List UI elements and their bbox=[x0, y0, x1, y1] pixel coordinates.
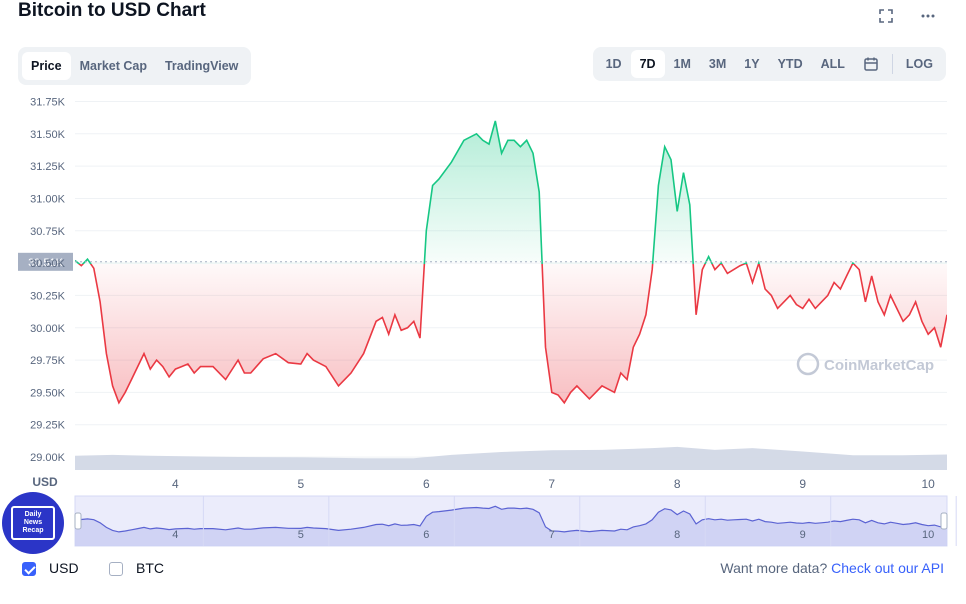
calendar-button[interactable] bbox=[854, 50, 888, 78]
range-ytd[interactable]: YTD bbox=[777, 57, 803, 71]
logo-text-1: Daily bbox=[24, 511, 42, 518]
chart-footer: USD BTC Want more data? Check out our AP… bbox=[0, 556, 966, 584]
log-toggle[interactable]: LOG bbox=[905, 57, 933, 71]
y-tick-label: 30.25K bbox=[30, 290, 66, 302]
logo-text-2: News bbox=[23, 519, 43, 526]
chart-type-tabs: Price Market Cap TradingView bbox=[18, 47, 252, 85]
range-1m[interactable]: 1M bbox=[673, 57, 691, 71]
reference-label: 30.51K bbox=[28, 257, 64, 269]
watermark-logo-icon bbox=[796, 352, 820, 376]
volume-area bbox=[75, 446, 947, 470]
x-tick-label: 8 bbox=[674, 477, 681, 491]
y-tick-label: 29.50K bbox=[30, 387, 66, 399]
price-area-down bbox=[79, 264, 947, 403]
chart-controls bbox=[876, 6, 938, 26]
price-area-up bbox=[75, 120, 947, 264]
price-line-down bbox=[77, 264, 947, 405]
price-area bbox=[75, 120, 947, 403]
logo-text-3: Recap bbox=[22, 527, 44, 534]
usd-checkbox[interactable] bbox=[22, 562, 36, 576]
navigator-area bbox=[75, 506, 947, 546]
y-tick-label: 30.75K bbox=[30, 226, 66, 238]
btc-checkbox[interactable] bbox=[109, 562, 123, 576]
y-tick-label: 29.75K bbox=[30, 355, 66, 367]
navigator-tick-label: 4 bbox=[172, 529, 178, 541]
currency-label: USD bbox=[32, 475, 58, 489]
reference-line: 30.51K bbox=[18, 252, 947, 271]
navigator-handle bbox=[74, 512, 82, 530]
x-tick-label: 5 bbox=[297, 477, 304, 491]
x-axis: 4 5 6 7 8 9 10 bbox=[172, 477, 935, 491]
watermark: CoinMarketCap bbox=[796, 352, 934, 376]
y-tick-label: 31.75K bbox=[30, 96, 66, 108]
x-tick-label: 6 bbox=[423, 477, 430, 491]
y-tick-label: 29.00K bbox=[30, 452, 66, 464]
x-tick-label: 4 bbox=[172, 477, 179, 491]
range-1y[interactable]: 1Y bbox=[744, 57, 760, 71]
watermark-text: CoinMarketCap bbox=[824, 357, 934, 374]
range-all[interactable]: ALL bbox=[820, 57, 845, 71]
daily-news-recap-logo[interactable]: Daily News Recap bbox=[2, 492, 64, 554]
x-tick-label: 10 bbox=[922, 477, 936, 491]
price-line bbox=[75, 120, 947, 405]
btc-checkbox-label: BTC bbox=[136, 560, 164, 576]
tab-market-cap[interactable]: Market Cap bbox=[79, 59, 147, 73]
tab-price[interactable]: Price bbox=[22, 52, 71, 80]
reference-label-bg bbox=[18, 252, 73, 271]
y-tick-label: 31.50K bbox=[30, 129, 66, 141]
y-tick-label: 31.25K bbox=[30, 161, 66, 173]
x-tick-label: 7 bbox=[548, 477, 555, 491]
usd-checkbox-label: USD bbox=[49, 560, 79, 576]
y-tick-label: 29.25K bbox=[30, 420, 66, 432]
navigator-line bbox=[74, 505, 948, 533]
page-title: Bitcoin to USD Chart bbox=[18, 0, 206, 21]
range-divider bbox=[891, 54, 893, 74]
navigator-tick-label: 6 bbox=[423, 529, 429, 541]
api-promo-text: Want more data? bbox=[720, 560, 828, 576]
more-options-icon[interactable] bbox=[918, 6, 938, 26]
api-link[interactable]: Check out our API bbox=[831, 560, 944, 576]
navigator-tick-label: 9 bbox=[800, 529, 806, 541]
volume-shape bbox=[75, 446, 947, 470]
api-promo: Want more data? Check out our API bbox=[720, 560, 944, 576]
navigator-tick-label: 7 bbox=[549, 529, 555, 541]
fullscreen-icon[interactable] bbox=[876, 6, 896, 26]
y-tick-label: 31.00K bbox=[30, 193, 66, 205]
x-tick-label: 9 bbox=[799, 477, 806, 491]
navigator-tick-label: 10 bbox=[922, 529, 934, 541]
navigator-handle bbox=[940, 512, 948, 530]
navigator-tick-label: 5 bbox=[298, 529, 304, 541]
range-1d[interactable]: 1D bbox=[605, 57, 622, 71]
y-axis: 31.75K 31.50K 31.25K 31.00K 30.75K 30.50K 30.2… bbox=[30, 96, 66, 489]
range-3m[interactable]: 3M bbox=[708, 57, 727, 71]
navigator-tick-label: 8 bbox=[674, 529, 680, 541]
y-tick-label: 30.00K bbox=[30, 323, 66, 335]
range-navigator[interactable]: 4 5 6 7 8 9 10 bbox=[74, 495, 957, 547]
tab-tradingview[interactable]: TradingView bbox=[164, 59, 239, 73]
price-chart: 30.51K 31.75K 31.50K 31.25K 31.00K 30.75K 30.… bbox=[18, 96, 957, 547]
y-tick-label: 30.50K bbox=[30, 258, 66, 270]
range-7d[interactable]: 7D bbox=[630, 50, 665, 78]
range-selector: 1D 7D 1M 3M 1Y YTD ALL LOG bbox=[592, 47, 946, 81]
calendar-icon bbox=[864, 57, 878, 71]
